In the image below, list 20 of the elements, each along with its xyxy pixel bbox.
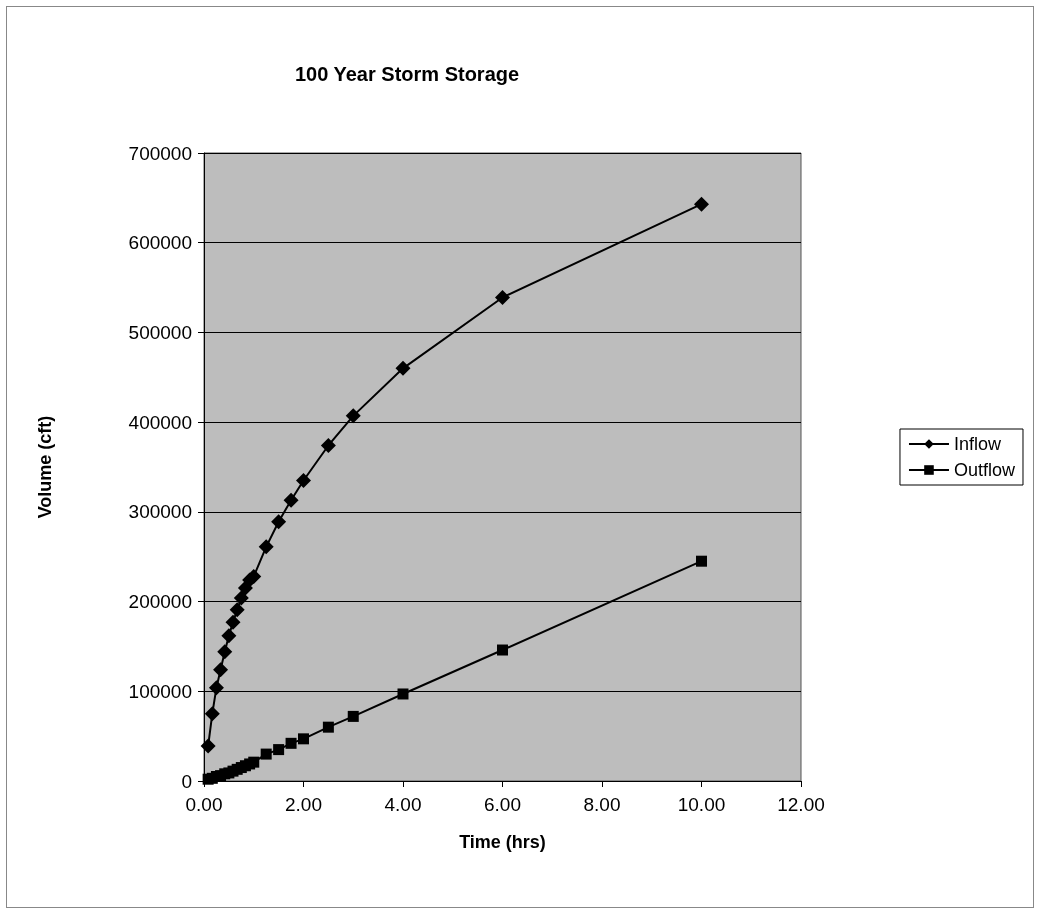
y-tick-label: 300000 bbox=[128, 501, 192, 523]
x-tick-label: 10.00 bbox=[677, 794, 726, 815]
x-axis-title: Time (hrs) bbox=[459, 832, 546, 852]
x-tick-label: 0.00 bbox=[185, 794, 223, 815]
y-tick-label: 0 bbox=[181, 770, 192, 792]
y-tick-label: 700000 bbox=[128, 142, 192, 164]
y-tick-label: 200000 bbox=[128, 591, 192, 613]
y-tick-label: 500000 bbox=[128, 321, 192, 343]
y-tick-label: 400000 bbox=[128, 411, 192, 433]
y-tick-label: 600000 bbox=[128, 232, 192, 254]
x-tick-label: 12.00 bbox=[777, 794, 825, 815]
x-tick-label: 4.00 bbox=[384, 794, 422, 815]
x-tick-label: 2.00 bbox=[285, 794, 322, 815]
x-tick-label: 6.00 bbox=[484, 794, 521, 815]
legend-label: Inflow bbox=[953, 434, 1002, 454]
y-tick-label: 100000 bbox=[128, 680, 192, 702]
chart-title: 100 Year Storm Storage bbox=[294, 63, 520, 85]
y-axis-title: Volume (cft) bbox=[35, 415, 55, 519]
x-tick-label: 8.00 bbox=[583, 794, 621, 815]
legend-label: Outflow bbox=[953, 460, 1016, 480]
